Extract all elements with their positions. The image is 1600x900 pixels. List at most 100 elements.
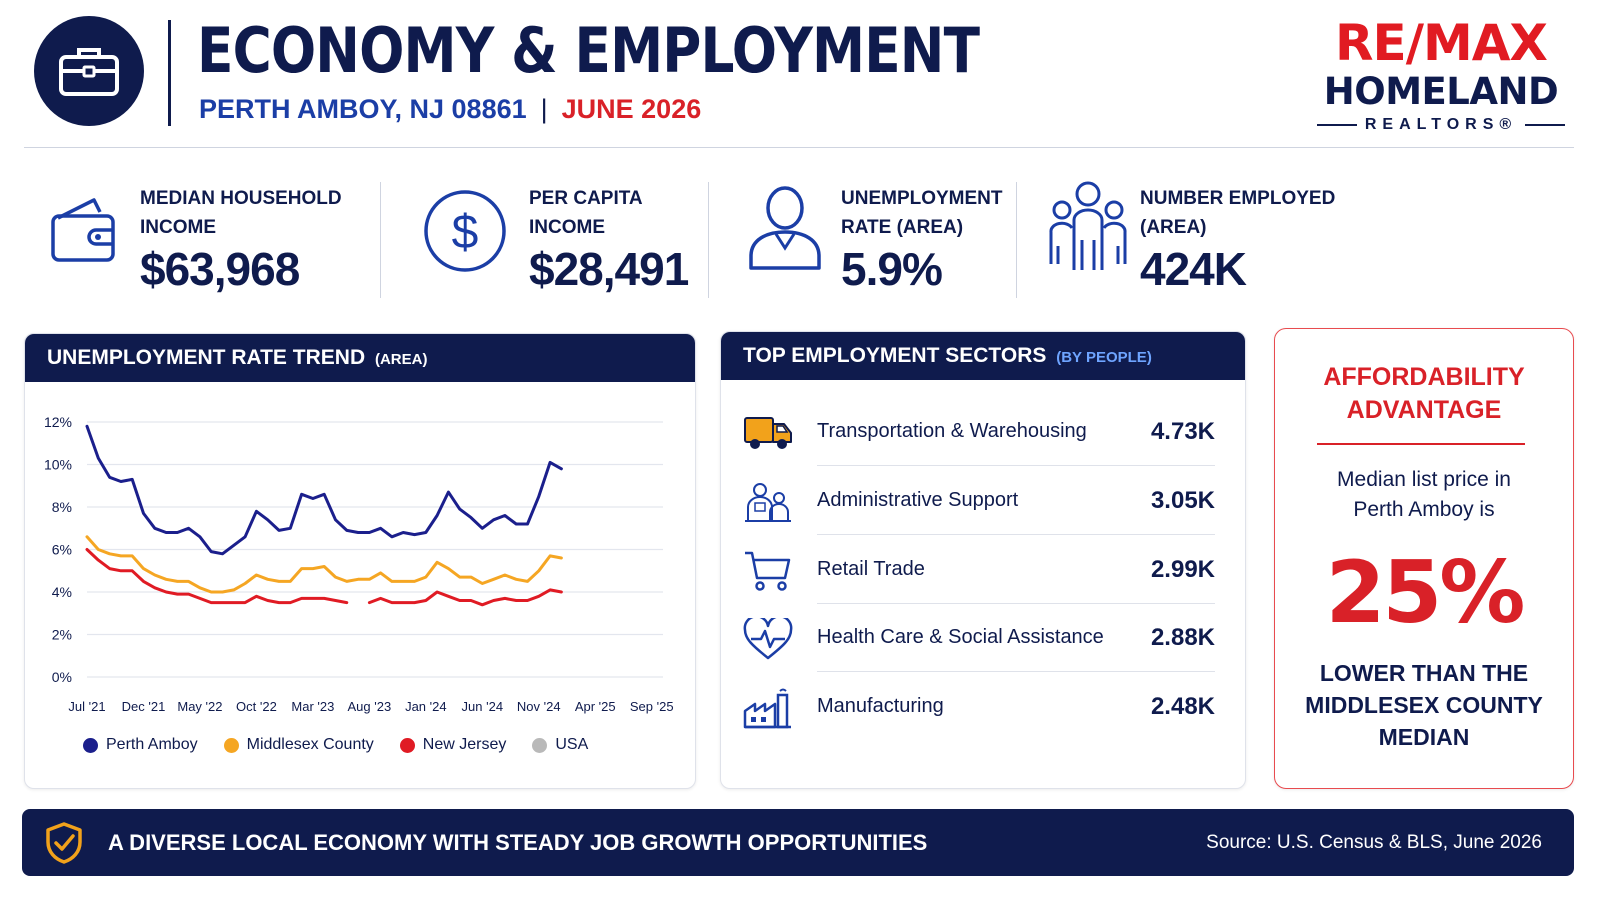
legend-label: Middlesex County (246, 736, 374, 753)
logo-sub-text: REALTORS® (1364, 116, 1518, 133)
stat-value: $28,491 (529, 243, 689, 295)
y-tick-label: 10% (44, 457, 72, 473)
affordability-foot-line3: MEDIAN (1378, 724, 1470, 750)
sector-value: 2.48K (1150, 693, 1215, 720)
sector-value: 2.88K (1150, 624, 1215, 651)
sector-row: Administrative Support 3.05K (743, 467, 1215, 535)
stat-unemployment-rate: UNEMPLOYMENT RATE (AREA) 5.9% (748, 180, 1008, 300)
affordability-text-line1: Median list price in (1337, 468, 1511, 491)
sector-row: Manufacturing 2.48K (743, 673, 1215, 741)
x-tick-label: Sep '25 (630, 699, 674, 714)
affordability-foot-line1: LOWER THAN THE (1319, 660, 1529, 686)
x-tick-label: Oct '22 (236, 699, 277, 714)
affordability-heading-line1: AFFORDABILITY (1323, 363, 1525, 391)
stat-label-line1: PER CAPITA (529, 188, 643, 209)
sector-divider (817, 671, 1215, 672)
stat-median-household-income: MEDIAN HOUSEHOLD INCOME $63,968 (50, 180, 370, 300)
y-tick-label: 8% (52, 499, 72, 515)
sector-name: Health Care & Social Assistance (817, 626, 1104, 648)
x-tick-label: Jul '21 (68, 699, 105, 714)
date-label: JUNE 2026 (561, 94, 702, 124)
sector-name: Manufacturing (817, 695, 944, 717)
sector-row: Transportation & Warehousing 4.73K (743, 398, 1215, 466)
x-tick-label: Jan '24 (405, 699, 447, 714)
x-tick-label: Nov '24 (517, 699, 561, 714)
sector-value: 2.99K (1150, 556, 1215, 583)
stat-value: 424K (1140, 243, 1247, 295)
legend-item: Middlesex County (223, 736, 374, 754)
sector-value: 4.73K (1150, 418, 1215, 445)
location-label: PERTH AMBOY, NJ 08861 (199, 94, 527, 124)
stat-divider (708, 182, 709, 298)
stat-value: 5.9% (841, 243, 943, 295)
truck-icon (743, 412, 793, 454)
x-tick-label: Aug '23 (348, 699, 392, 714)
sector-divider (817, 465, 1215, 466)
person-icon (748, 184, 822, 275)
sector-divider (817, 603, 1215, 604)
stat-label-line2: INCOME (529, 217, 605, 238)
affordability-footnote: LOWER THAN THE MIDDLESEX COUNTY MEDIAN (1275, 657, 1573, 753)
legend-item: USA (532, 736, 588, 754)
stat-divider (380, 182, 381, 298)
stat-number-employed: NUMBER EMPLOYED (AREA) 424K (1048, 180, 1348, 300)
wallet-icon (50, 190, 118, 275)
panel-title: UNEMPLOYMENT RATE TREND (47, 346, 366, 369)
panel-title: TOP EMPLOYMENT SECTORS (743, 344, 1047, 367)
sector-divider (817, 534, 1215, 535)
logo-office: HOMELAND (1323, 70, 1559, 113)
shield-check-icon (44, 821, 84, 870)
unemployment-trend-panel: UNEMPLOYMENT RATE TREND (AREA) 0% 2% 4% 6% 8… (24, 333, 696, 789)
y-tick-label: 12% (44, 414, 72, 430)
stat-label-line1: MEDIAN HOUSEHOLD (140, 188, 342, 209)
affordability-text-line2: Perth Amboy is (1353, 498, 1495, 521)
stat-per-capita-income: $ PER CAPITA INCOME $28,491 (422, 180, 702, 300)
y-tick-label: 4% (52, 584, 72, 600)
header-divider (168, 20, 171, 126)
series-line-perth-amboy (85, 424, 563, 556)
x-tick-label: Mar '23 (291, 699, 334, 714)
admin-people-icon (743, 481, 793, 523)
briefcase-icon (34, 16, 144, 126)
legend-swatch (399, 737, 415, 753)
sector-row: Health Care & Social Assistance 2.88K (743, 604, 1215, 672)
series-line-new-jersey (85, 548, 563, 607)
legend-item: New Jersey (399, 736, 507, 754)
stat-label-line1: NUMBER EMPLOYED (1140, 188, 1336, 209)
panel-header: TOP EMPLOYMENT SECTORS (BY PEOPLE) (721, 332, 1245, 380)
unemployment-line-chart: 0% 2% 4% 6% 8% 10% 12% Jul '21 Dec '21 May '22 Oct… (44, 414, 674, 714)
subtitle-separator: | (540, 94, 548, 124)
panel-header: UNEMPLOYMENT RATE TREND (AREA) (25, 334, 695, 382)
page-subtitle: PERTH AMBOY, NJ 08861 | JUNE 2026 (199, 94, 701, 125)
footer-source: Source: U.S. Census & BLS, June 2026 (1206, 832, 1542, 853)
shopping-cart-icon (743, 550, 793, 592)
affordability-rule (1317, 443, 1525, 445)
legend-label: Perth Amboy (106, 736, 198, 753)
legend-swatch (83, 737, 98, 753)
dollar-circle-icon: $ (422, 188, 508, 279)
sector-name: Administrative Support (817, 489, 1019, 511)
svg-text:$: $ (452, 206, 479, 259)
sector-value: 3.05K (1150, 487, 1215, 514)
stat-label-line2: INCOME (140, 217, 216, 238)
stat-label-line2: RATE (AREA) (841, 217, 964, 238)
stat-label-line1: UNEMPLOYMENT (841, 188, 1003, 209)
x-tick-label: Jun '24 (462, 699, 504, 714)
y-tick-label: 0% (52, 669, 72, 685)
stat-value: $63,968 (140, 243, 300, 295)
affordability-card: AFFORDABILITY ADVANTAGE Median list pric… (1274, 328, 1574, 789)
affordability-heading: AFFORDABILITY ADVANTAGE (1275, 361, 1573, 427)
remax-logo: RE/MAX HOMELAND REALTORS® (1316, 14, 1566, 134)
panel-title-suffix: (AREA) (374, 351, 428, 368)
header-rule (24, 147, 1574, 148)
stat-label-line2: (AREA) (1140, 217, 1207, 238)
stat-divider (1016, 182, 1017, 298)
y-tick-label: 6% (52, 542, 72, 558)
affordability-percent: 25% (1325, 543, 1526, 643)
legend-label: New Jersey (422, 736, 507, 753)
heart-pulse-icon (743, 615, 793, 660)
affordability-foot-line2: MIDDLESEX COUNTY (1305, 692, 1543, 718)
page-title: ECONOMY & EMPLOYMENT (197, 14, 980, 87)
x-tick-label: Dec '21 (122, 699, 166, 714)
